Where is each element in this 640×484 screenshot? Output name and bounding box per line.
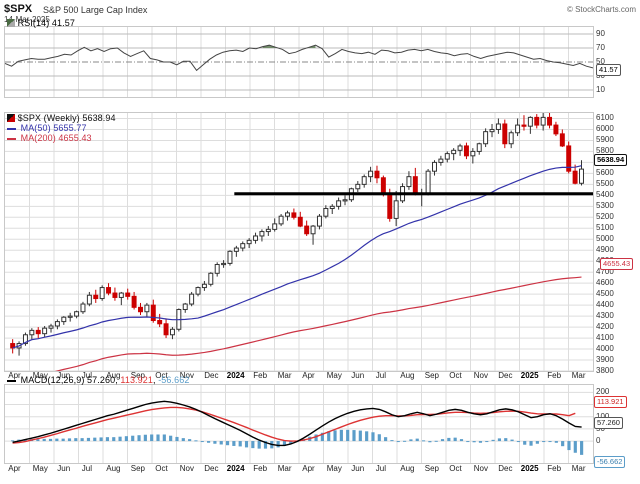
rsi-panel (4, 26, 594, 98)
price-panel (4, 112, 594, 372)
macd-signal-box: 113.921 (594, 396, 627, 408)
price-value-box: 5638.94 (594, 154, 628, 166)
price-legend-row: $SPX (Weekly) 5638.94 (7, 113, 116, 123)
price-legend-label: $SPX (Weekly) 5638.94 (17, 113, 116, 123)
ma200-value-box: 4655.43 (600, 258, 634, 270)
ma200-legend-row: MA(200) 4655.43 (7, 133, 116, 143)
candle-icon (7, 114, 15, 122)
macd-color-swatch (7, 379, 16, 382)
ma50-legend-row: MA(50) 5655.77 (7, 123, 116, 133)
index-name: S&P 500 Large Cap Index (43, 5, 148, 15)
ma200-color-swatch (7, 137, 16, 140)
macd-legend: MACD(12,26,9) 57.260, 113.921, -56.662 (7, 375, 189, 385)
rsi-value-box: 41.57 (596, 64, 621, 76)
macd-signal-value: 113.921 (120, 375, 153, 385)
macd-legend-label: MACD(12,26,9) (20, 375, 85, 385)
price-legend: $SPX (Weekly) 5638.94 MA(50) 5655.77 MA(… (7, 113, 116, 143)
rsi-legend: RSI(14) 41.57 (7, 18, 75, 28)
macd-hist-box: -56.662 (594, 456, 626, 468)
page-title: $SPX (4, 3, 33, 15)
macd-panel (4, 384, 594, 464)
macd-hist-value: -56.662 (158, 375, 190, 385)
chart-date: 14-Mar-2025 (4, 15, 50, 24)
ma50-color-swatch (7, 127, 16, 130)
ma200-legend-label: MA(200) 4655.43 (20, 133, 92, 143)
rsi-icon (7, 19, 15, 27)
rsi-legend-label: RSI(14) 41.57 (17, 18, 75, 28)
macd-legend-value: 57.260 (87, 375, 116, 385)
stockcharts-branding: © StockCharts.com (566, 5, 636, 14)
ma50-legend-label: MA(50) 5655.77 (20, 123, 87, 133)
macd-value-box: 57.260 (594, 417, 623, 429)
